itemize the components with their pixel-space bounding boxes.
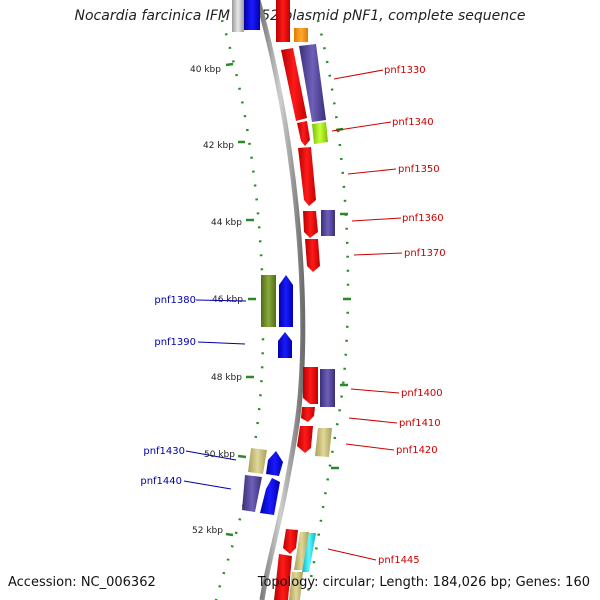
label-pnf1340[interactable]: pnf1340 xyxy=(392,117,434,128)
gene-red-48k[interactable] xyxy=(303,367,318,404)
gene-pnf1370[interactable] xyxy=(305,239,320,272)
label-pnf1380[interactable]: pnf1380 xyxy=(154,295,196,306)
gene-pnf1440-cog[interactable] xyxy=(242,475,262,512)
gene-pnf1410[interactable] xyxy=(301,407,315,422)
scale-label-52: 52 kbp xyxy=(192,526,223,536)
gene-red-bottom[interactable] xyxy=(274,554,292,600)
gene-fragment-red-top[interactable] xyxy=(276,0,290,42)
label-pnf1330[interactable]: pnf1330 xyxy=(384,65,426,76)
reverse-genes xyxy=(242,275,293,515)
gene-pnf1430-cog[interactable] xyxy=(248,448,267,474)
map-title: Nocardia farcinica IFM 10152 plasmid pNF… xyxy=(74,8,526,24)
gene-pnf1445-cog[interactable] xyxy=(294,532,309,570)
scale-label-50: 50 kbp xyxy=(204,450,235,460)
gene-pnf1380-cog[interactable] xyxy=(261,275,276,327)
gene-fragment-blue[interactable] xyxy=(244,0,260,30)
scale-label-48: 48 kbp xyxy=(211,373,242,383)
forward-genes xyxy=(274,44,335,600)
label-pnf1430[interactable]: pnf1430 xyxy=(143,446,185,457)
label-pnf1420[interactable]: pnf1420 xyxy=(396,445,438,456)
gene-pnf1380[interactable] xyxy=(279,275,293,327)
label-pnf1410[interactable]: pnf1410 xyxy=(399,418,441,429)
gene-fragment-orange[interactable] xyxy=(294,28,308,42)
label-pnf1440[interactable]: pnf1440 xyxy=(140,476,182,487)
scale-label-42: 42 kbp xyxy=(203,141,234,151)
forward-leader-lines xyxy=(327,69,403,561)
gene-pnf1360[interactable] xyxy=(321,210,335,236)
accession-text: Accession: NC_006362 xyxy=(8,575,156,590)
label-pnf1370[interactable]: pnf1370 xyxy=(404,248,446,259)
gene-pnf1330-cog[interactable] xyxy=(299,44,326,122)
scale-label-44: 44 kbp xyxy=(211,218,242,228)
gene-pnf1445[interactable] xyxy=(302,533,316,572)
gene-pnf1340[interactable] xyxy=(312,122,328,144)
scale-label-40: 40 kbp xyxy=(190,65,221,75)
gene-fragment-gray[interactable] xyxy=(232,0,244,32)
label-pnf1350[interactable]: pnf1350 xyxy=(398,164,440,175)
topology-summary: Topology: circular; Length: 184,026 bp; … xyxy=(257,575,590,590)
label-pnf1390[interactable]: pnf1390 xyxy=(154,337,196,348)
gene-red-50k[interactable] xyxy=(297,426,313,453)
scale-ring-inner xyxy=(214,19,265,600)
label-pnf1400[interactable]: pnf1400 xyxy=(401,388,443,399)
reverse-leader-lines xyxy=(183,299,247,490)
gene-pnf1330-arrow[interactable] xyxy=(281,48,307,121)
gene-pnf1420[interactable] xyxy=(315,428,332,457)
plasmid-backbone xyxy=(255,0,306,600)
gene-pnf1390[interactable] xyxy=(278,332,292,358)
gene-pnf1350[interactable] xyxy=(298,147,316,206)
gene-pnf1430[interactable] xyxy=(266,451,283,476)
gene-khaki-bottom[interactable] xyxy=(289,572,303,600)
label-pnf1445[interactable]: pnf1445 xyxy=(378,555,420,566)
gene-red-52k[interactable] xyxy=(283,529,298,554)
label-pnf1360[interactable]: pnf1360 xyxy=(402,213,444,224)
gene-red-small-2[interactable] xyxy=(303,211,318,238)
gene-pnf1400[interactable] xyxy=(320,369,335,407)
gene-red-small-1[interactable] xyxy=(297,121,310,146)
gene-pnf1440[interactable] xyxy=(260,478,280,515)
scale-label-46: 46 kbp xyxy=(212,295,243,305)
scale-ring-outer xyxy=(304,19,350,600)
